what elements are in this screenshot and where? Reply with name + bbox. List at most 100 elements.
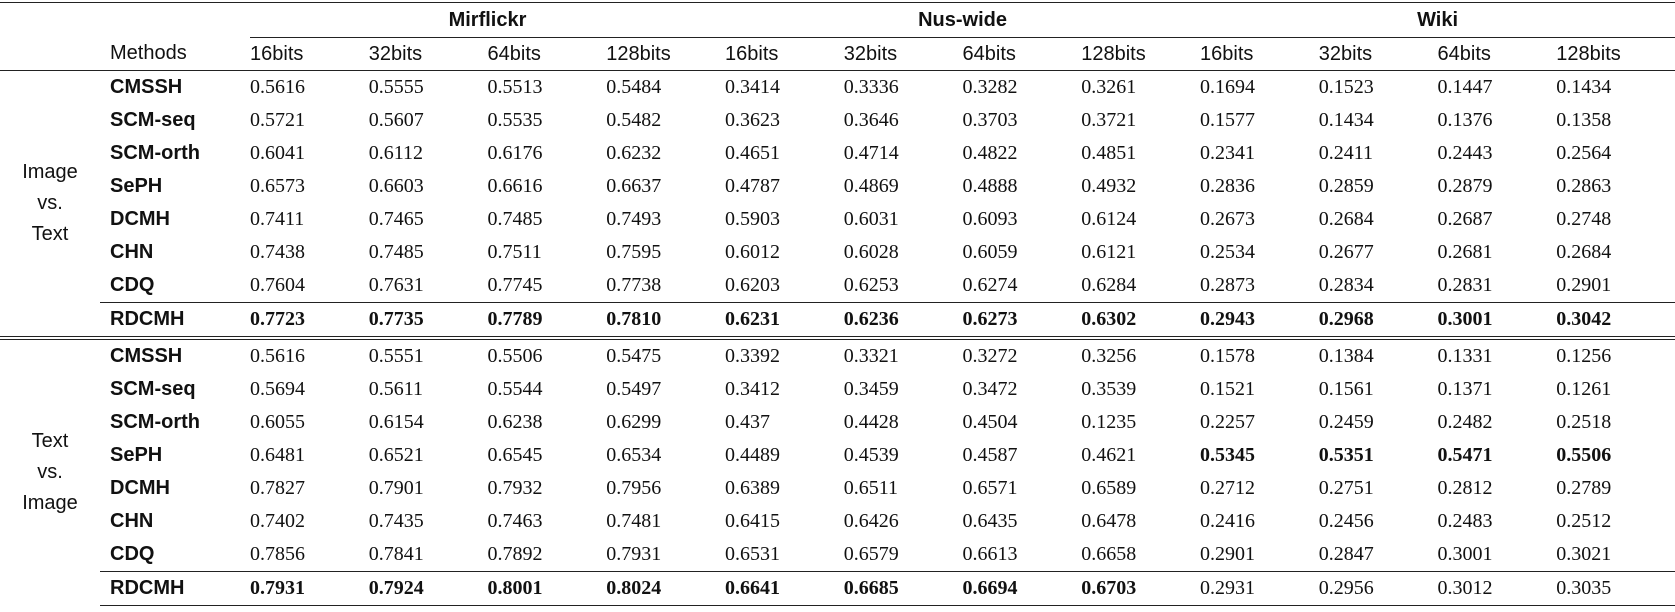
- value-cell: 0.6154: [368, 411, 424, 433]
- value-cell: 0.4428: [843, 411, 899, 433]
- value-cell: 0.4621: [1081, 444, 1137, 466]
- value-cell: 0.6274: [962, 274, 1018, 296]
- value-cell: 0.7493: [606, 208, 662, 230]
- value-cell: 0.2859: [1318, 175, 1374, 197]
- value-cell: 0.7511: [487, 241, 542, 263]
- value-cell: 0.2411: [1318, 142, 1374, 164]
- method-name: RDCMH: [100, 302, 250, 338]
- value-cell: 0.2341: [1200, 142, 1256, 164]
- block-label: Image vs. Text: [0, 71, 100, 339]
- value-cell: 0.7481: [606, 510, 662, 532]
- value-cell: 0.6641: [725, 571, 844, 606]
- value-cell: 0.7631: [368, 274, 424, 296]
- value-cell: 0.3282: [962, 76, 1018, 98]
- data-row: SePH 0.6481 0.6521 0.6545 0.6534 0.4489 0.4539…: [0, 439, 1675, 472]
- data-row: CDQ 0.7856 0.7841 0.7892 0.7931 0.6531 0.6579 0…: [0, 538, 1675, 572]
- value-cell: 0.6041: [250, 142, 305, 164]
- value-cell: 0.6511: [843, 477, 899, 499]
- value-cell: 0.2482: [1437, 411, 1493, 433]
- value-cell: 0.2956: [1318, 571, 1438, 606]
- value-cell: 0.7465: [368, 208, 424, 230]
- value-cell: 0.6124: [1081, 208, 1137, 230]
- value-cell: 0.7738: [606, 274, 662, 296]
- data-row: CDQ 0.7604 0.7631 0.7745 0.7738 0.6203 0.6253 0…: [0, 269, 1675, 303]
- block-label-line: vs.: [37, 461, 63, 484]
- value-cell: 0.7931: [250, 571, 369, 606]
- value-cell: 0.7723: [250, 302, 369, 338]
- value-cell: 0.1261: [1556, 378, 1612, 400]
- value-cell: 0.6302: [1081, 302, 1201, 338]
- value-cell: 0.1376: [1437, 109, 1493, 131]
- data-row: Text vs. Image CMSSH 0.5616 0.5551 0.5506 0.547…: [0, 336, 1675, 606]
- value-cell: 0.6521: [368, 444, 424, 466]
- value-cell: 0.6231: [725, 302, 844, 338]
- column-header: 16bits: [250, 37, 369, 71]
- value-cell: 0.2534: [1200, 241, 1256, 263]
- method-name: CMSSH: [100, 336, 250, 373]
- value-cell: 0.6603: [368, 175, 424, 197]
- data-row: DCMH 0.7827 0.7901 0.7932 0.7956 0.6389 0.6511…: [0, 472, 1675, 505]
- value-cell: 0.4504: [962, 411, 1018, 433]
- value-cell: 0.3721: [1081, 109, 1137, 131]
- value-cell: 0.4489: [725, 444, 780, 466]
- value-cell: 0.6694: [962, 571, 1082, 606]
- value-cell: 0.3261: [1081, 76, 1137, 98]
- value-cell: 0.1256: [1556, 336, 1675, 373]
- value-cell: 0.2863: [1556, 175, 1612, 197]
- data-row: SCM-seq 0.5721 0.5607 0.5535 0.5482 0.3623 0.3…: [0, 104, 1675, 137]
- value-cell: 0.5513: [487, 76, 543, 98]
- value-cell: 0.2751: [1318, 477, 1374, 499]
- group-header: Mirflickr: [250, 2, 725, 38]
- value-cell: 0.5535: [487, 109, 543, 131]
- value-cell: 0.7956: [606, 477, 662, 499]
- value-cell: 0.2677: [1318, 241, 1374, 263]
- data-row: Image vs. Text CMSSH 0.5616 0.5555 0.5513 0.548…: [0, 71, 1675, 245]
- method-name: RDCMH: [100, 571, 250, 606]
- value-cell: 0.6093: [962, 208, 1018, 230]
- data-row: SCM-orth 0.6055 0.6154 0.6238 0.6299 0.437 0.4…: [0, 406, 1675, 439]
- value-cell: 0.7931: [606, 543, 662, 565]
- value-cell: 0.5616: [250, 336, 369, 373]
- value-cell: 0.3001: [1437, 543, 1493, 565]
- value-cell: 0.4587: [962, 444, 1018, 466]
- value-cell: 0.3001: [1437, 302, 1557, 338]
- value-cell: 0.5484: [606, 76, 662, 98]
- value-cell: 0.6613: [962, 543, 1018, 565]
- value-cell: 0.2681: [1437, 241, 1493, 263]
- value-cell: 0.2901: [1200, 543, 1256, 565]
- value-cell: 0.5475: [606, 336, 725, 373]
- value-cell: 0.2847: [1318, 543, 1374, 565]
- value-cell: 0.7485: [368, 241, 424, 263]
- value-cell: 0.3336: [843, 76, 899, 98]
- value-cell: 0.6121: [1081, 241, 1137, 263]
- value-cell: 0.7735: [368, 302, 488, 338]
- value-cell: 0.5903: [725, 208, 780, 230]
- block-label-line: vs.: [37, 192, 63, 214]
- value-cell: 0.2564: [1556, 142, 1612, 164]
- value-cell: 0.2712: [1200, 477, 1256, 499]
- value-cell: 0.6481: [250, 444, 305, 466]
- value-cell: 0.2836: [1200, 175, 1256, 197]
- method-name: CHN: [110, 510, 154, 532]
- value-cell: 0.6685: [843, 571, 963, 606]
- method-name: SePH: [110, 444, 163, 466]
- value-cell: 0.1371: [1437, 378, 1493, 400]
- data-row: RDCMH 0.7931 0.7924 0.8001 0.8024 0.6641 0.668…: [0, 571, 1675, 606]
- value-cell: 0.1577: [1200, 109, 1256, 131]
- value-cell: 0.8001: [487, 571, 607, 606]
- value-cell: 0.2459: [1318, 411, 1374, 433]
- method-name: CHN: [110, 241, 154, 263]
- value-cell: 0.7402: [250, 510, 305, 532]
- value-cell: 0.3623: [725, 109, 780, 131]
- value-cell: 0.1434: [1318, 109, 1374, 131]
- value-cell: 0.2483: [1437, 510, 1493, 532]
- value-cell: 0.6299: [606, 411, 662, 433]
- value-cell: 0.4869: [843, 175, 899, 197]
- empty-cell: [0, 2, 250, 38]
- value-cell: 0.7438: [250, 241, 305, 263]
- value-cell: 0.4888: [962, 175, 1018, 197]
- value-cell: 0.6478: [1081, 510, 1137, 532]
- method-name: DCMH: [110, 208, 170, 230]
